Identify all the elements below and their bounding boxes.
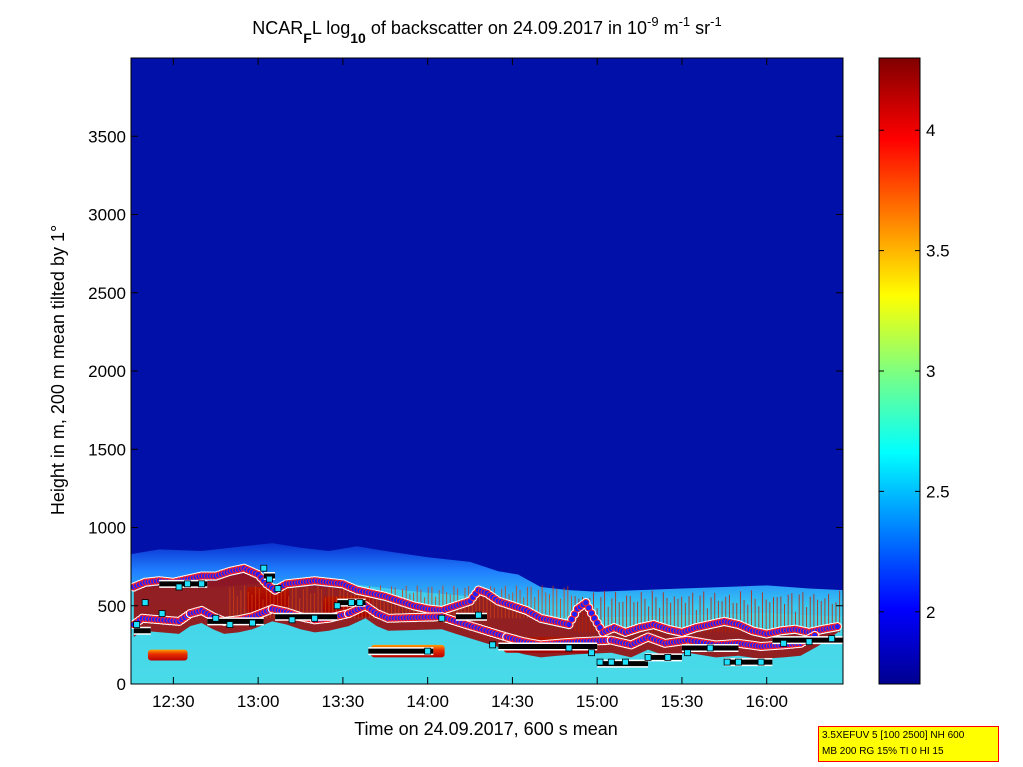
x-tick-label: 14:30 <box>491 692 534 711</box>
cloud-base-marker <box>347 599 355 607</box>
cloud-base-marker <box>260 564 268 572</box>
layer-point <box>566 621 572 628</box>
y-axis: 0 500 1000 1500 2000 2500 3000 3500 <box>88 127 843 694</box>
cloud-base-marker <box>438 614 446 622</box>
cloud-base-marker <box>133 621 141 628</box>
cloud-base-marker <box>288 616 296 624</box>
cloud-base-marker <box>607 658 615 666</box>
y-tick-label: 1500 <box>88 440 126 459</box>
cloud-base-marker <box>644 653 652 661</box>
layer-point <box>597 625 603 631</box>
cloud-base-marker <box>664 653 672 661</box>
layer-marks <box>131 563 843 668</box>
layer-point <box>834 624 840 630</box>
processing-info-box: 3.5XEFUV 5 [100 2500] NH 600 MB 200 RG 1… <box>818 726 999 762</box>
cloud-base-marker <box>274 585 282 592</box>
cloud-base-marker <box>266 575 273 583</box>
cloud-base-marker <box>198 580 206 588</box>
cloud-base-marker <box>226 621 234 628</box>
y-tick-label: 3500 <box>88 127 126 146</box>
x-tick-label: 12:30 <box>152 692 195 711</box>
layer-point <box>583 600 589 606</box>
cloud-base-marker <box>489 641 497 649</box>
cloud-base-marker <box>212 614 220 622</box>
colorbar-ticks: 2 2.5 3 3.5 4 <box>879 121 950 622</box>
x-tick-label: 14:00 <box>406 692 449 711</box>
cloud-base-marker <box>805 638 813 646</box>
x-tick-label: 16:00 <box>745 692 788 711</box>
chart-title: NCARFL log10 of backscatter on 24.09.201… <box>252 14 721 46</box>
x-axis: 12:30 13:00 13:30 14:00 14:30 15:00 15:30 16:00 <box>152 58 788 711</box>
y-tick-label: 0 <box>117 675 126 694</box>
cloud-base-marker <box>249 619 256 627</box>
cloud-base-marker <box>780 639 788 647</box>
y-tick-label: 1000 <box>88 519 126 538</box>
x-axis-label: Time on 24.09.2017, 600 s mean <box>354 719 618 739</box>
colorbar: 2 2.5 3 3.5 4 <box>878 57 950 685</box>
x-tick-label: 13:30 <box>322 692 365 711</box>
info-line-1: 3.5XEFUV 5 [100 2500] NH 600 <box>822 730 965 741</box>
cloud-base-marker <box>706 644 714 652</box>
cloud-base-marker <box>356 599 364 607</box>
cloud-base-marker <box>622 658 629 666</box>
x-tick-label: 15:00 <box>576 692 619 711</box>
cloud-base-marker <box>828 635 836 643</box>
layer-point <box>594 620 600 626</box>
y-tick-label: 2500 <box>88 284 126 303</box>
colorbar-tick-label: 3 <box>926 362 935 381</box>
colorbar-gradient <box>879 58 920 684</box>
y-tick-label: 3000 <box>88 206 126 225</box>
y-axis-label: Height in m, 200 m mean tilted by 1° <box>48 225 68 515</box>
cloud-base-marker <box>596 658 604 666</box>
colorbar-tick-label: 3.5 <box>926 242 950 261</box>
x-tick-label: 15:30 <box>661 692 704 711</box>
cloud-base-marker <box>475 611 482 619</box>
cloud-base-marker <box>141 599 149 607</box>
layer-point <box>588 610 595 616</box>
cloud-base-marker <box>424 647 432 655</box>
cloud-base-marker <box>723 658 731 666</box>
layer-point <box>569 616 575 622</box>
cloud-base-marker <box>757 658 765 666</box>
cloud-base-marker <box>184 580 191 588</box>
plot-area <box>131 58 843 684</box>
cloud-base-marker <box>333 602 341 610</box>
layer-point <box>571 611 578 617</box>
layer-point <box>591 615 597 621</box>
cloud-base-marker <box>311 614 319 622</box>
cloud-base-marker <box>735 658 742 666</box>
cloud-base-marker <box>684 649 692 657</box>
colorbar-tick-label: 4 <box>926 121 935 140</box>
cloud-base-marker <box>175 583 183 591</box>
cloud-base-marker <box>588 649 595 657</box>
info-line-2: MB 200 RG 15% TI 0 HI 15 <box>822 746 944 757</box>
layer-point <box>586 605 592 611</box>
cloud-base-marker <box>158 610 166 617</box>
red-patch <box>147 649 188 661</box>
x-tick-label: 13:00 <box>237 692 280 711</box>
cloud-base-marker <box>565 644 573 652</box>
colorbar-tick-label: 2.5 <box>926 482 950 501</box>
y-tick-label: 2000 <box>88 362 126 381</box>
colorbar-tick-label: 2 <box>926 603 935 622</box>
y-tick-label: 500 <box>98 597 126 616</box>
